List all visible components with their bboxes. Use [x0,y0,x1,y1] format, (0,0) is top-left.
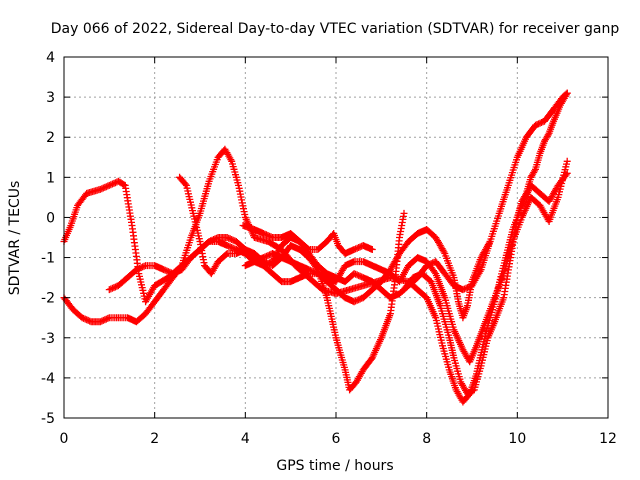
chart-title: Day 066 of 2022, Sidereal Day-to-day VTE… [51,21,620,37]
x-tick-label: 6 [332,431,341,447]
y-tick-label: -4 [41,371,55,387]
series-track-5 [239,222,376,257]
y-axis-label: SDTVAR / TECUs [7,181,23,296]
y-tick-label: -2 [41,291,55,307]
x-tick-label: 0 [60,431,69,447]
series-track-6 [241,157,571,366]
x-tick-label: 10 [508,431,526,447]
y-tick-label: 1 [46,170,55,186]
x-tick-label: 8 [422,431,431,447]
y-tick-label: -3 [41,331,55,347]
x-tick-label: 12 [599,431,617,447]
x-tick-label: 2 [150,431,159,447]
series-markers [239,222,376,257]
y-tick-label: 3 [46,90,55,106]
y-axis-ticks: -5 -4 -3 -2 -1 0 1 2 3 4 [41,50,608,427]
y-tick-label: -5 [41,411,55,427]
series-track-2 [60,89,571,326]
series-track-7 [400,89,571,398]
x-axis-label: GPS time / hours [276,458,393,474]
y-tick-label: -1 [41,251,55,267]
y-tick-label: 0 [46,210,55,226]
x-tick-label: 4 [241,431,250,447]
series-markers [400,89,571,398]
y-tick-label: 4 [46,50,55,66]
y-tick-label: 2 [46,130,55,146]
series-markers [60,89,571,326]
x-axis-ticks: 0 2 4 6 8 10 12 [60,57,617,447]
series-markers [241,157,571,366]
